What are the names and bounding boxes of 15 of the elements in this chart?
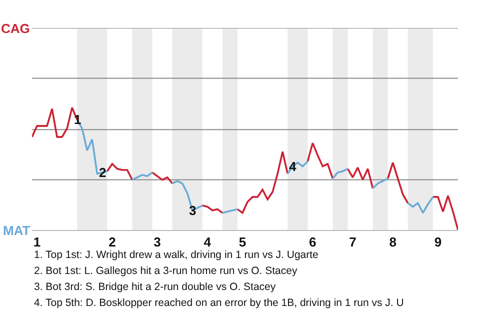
x-tick-label: 4 (204, 234, 212, 250)
text: CAG (1, 21, 30, 36)
text: 4. Top 5th: D. Bosklopper reached on an error by the 1B, driving in 1 run vs J. U (34, 297, 404, 309)
x-tick-label: 9 (434, 234, 442, 250)
text: 2. Bot 1st: L. Gallegos hit a 3-run home run vs O. Stacey (34, 265, 298, 277)
text: 1. Top 1st: J. Wright drew a walk, driving in 1 run vs J. Ugarte (34, 249, 319, 261)
x-tick-label: 5 (238, 234, 246, 250)
x-tick-label: 2 (108, 234, 116, 250)
x-tick-label: 6 (309, 234, 316, 250)
x-tick-label: 3 (154, 234, 161, 250)
x-tick-label: 1 (33, 234, 41, 250)
text: MAT (3, 223, 30, 238)
x-tick-label: 7 (349, 234, 356, 250)
x-tick-label: 8 (389, 234, 396, 250)
text: 3. Bot 3rd: S. Bridge hit a 2-run double vs O. Stacey (34, 281, 276, 293)
